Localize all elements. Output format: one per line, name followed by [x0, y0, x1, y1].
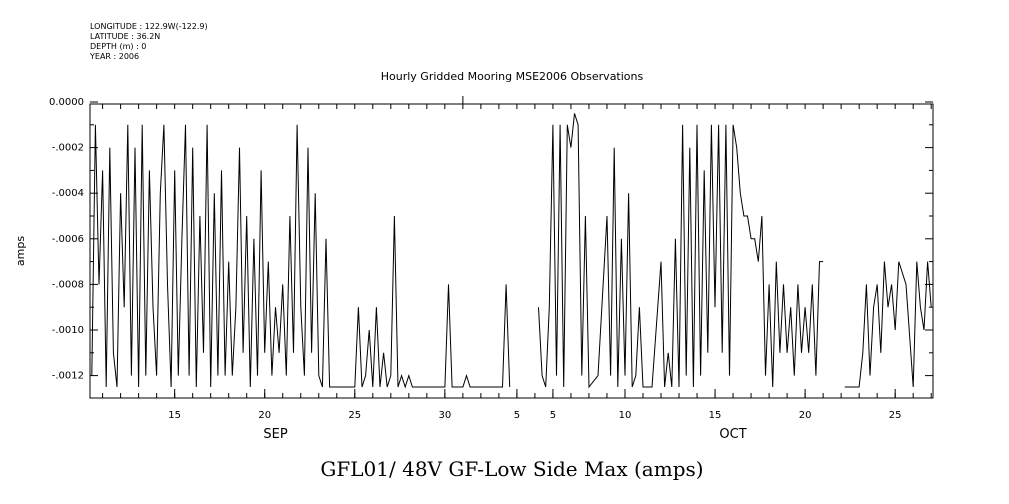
month-label: OCT — [719, 427, 746, 442]
x-tick-label: 10 — [619, 410, 632, 421]
y-tick-label: -.0008 — [52, 279, 84, 290]
y-tick-label: -.0004 — [52, 188, 84, 199]
longitude-text: LONGITUDE : 122.9W(-122.9) — [90, 22, 208, 31]
y-tick-label: -.0006 — [52, 234, 84, 245]
x-axis: 15 20 25 30 5 5 10 15 20 25 SEP OCT — [102, 96, 932, 442]
depth-text: DEPTH (m) : 0 — [90, 42, 147, 51]
x-tick-label: 5 — [550, 410, 556, 421]
latitude-text: LATITUDE : 36.2N — [90, 32, 161, 41]
x-tick-label: 30 — [438, 410, 451, 421]
x-tick-label: 5 — [514, 410, 520, 421]
y-tick-label: -.0012 — [52, 371, 84, 382]
x-tick-label: 20 — [258, 410, 271, 421]
series-line-1 — [538, 113, 824, 389]
y-axis-label: amps — [14, 236, 27, 266]
year-text: YEAR : 2006 — [90, 52, 140, 61]
x-tick-label: 25 — [889, 410, 902, 421]
chart-title: Hourly Gridded Mooring MSE2006 Observati… — [381, 70, 644, 83]
x-tick-label: 15 — [168, 410, 181, 421]
main-title: GFL01/ 48V GF-Low Side Max (amps) — [320, 457, 703, 481]
y-tick-label: -.0010 — [52, 325, 84, 336]
metadata-block: LONGITUDE : 122.9W(-122.9) LATITUDE : 36… — [90, 22, 208, 62]
x-tick-label: 25 — [348, 410, 361, 421]
plot-frame — [89, 103, 934, 399]
series-line-2 — [844, 261, 932, 388]
x-tick-label: 20 — [799, 410, 812, 421]
y-tick-label: 0.0000 — [49, 97, 84, 108]
series-layer — [91, 113, 932, 389]
y-axis: 0.0000 -.0002 -.0004 -.0006 -.0008 -.0010 -.00… — [49, 97, 933, 382]
month-label: SEP — [263, 427, 287, 442]
x-tick-label: 15 — [709, 410, 722, 421]
series-line-0 — [91, 124, 511, 389]
y-tick-label: -.0002 — [52, 143, 84, 154]
